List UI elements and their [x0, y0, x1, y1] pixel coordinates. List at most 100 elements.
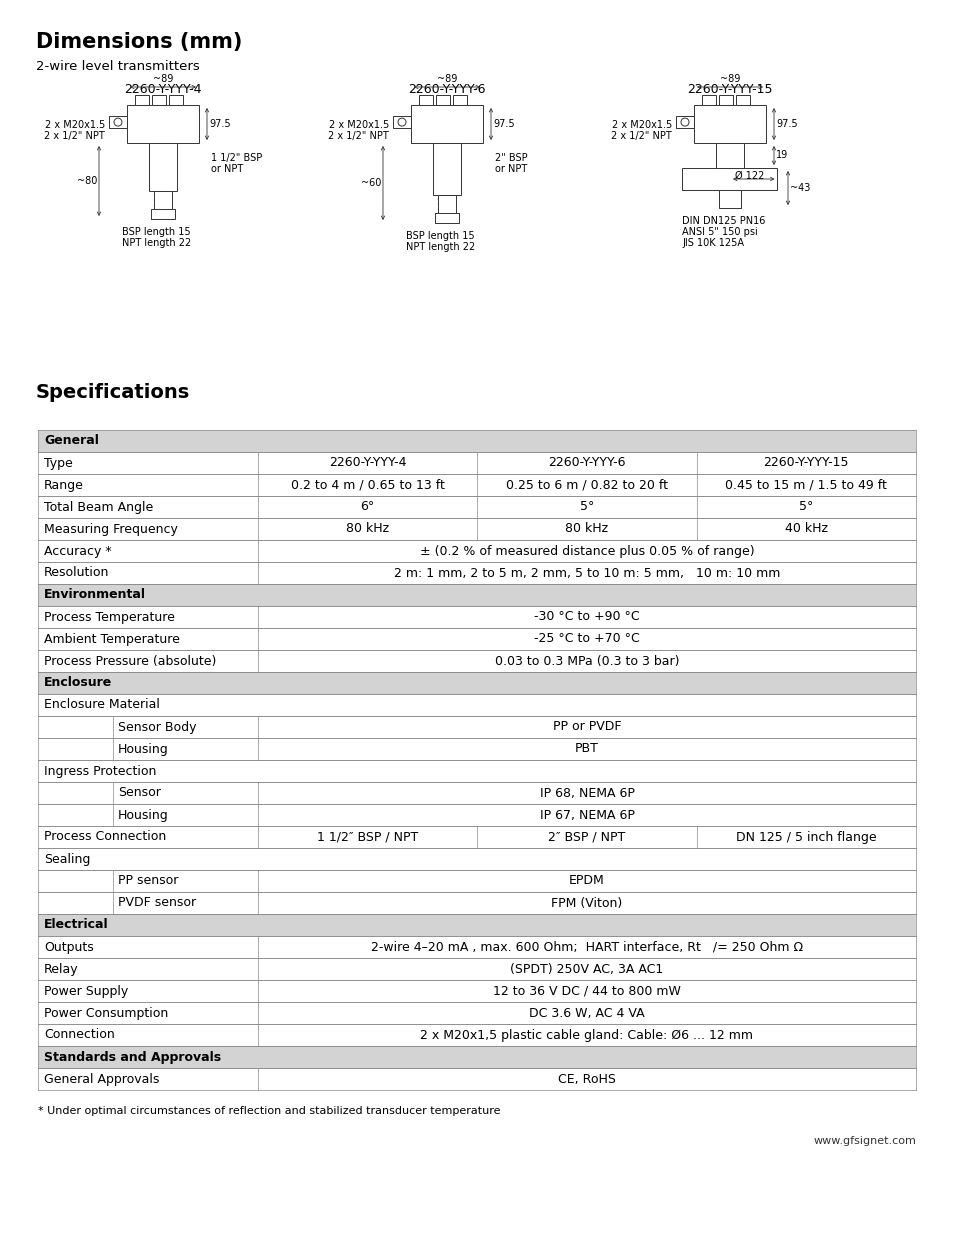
Bar — [453, 95, 467, 105]
Text: 2″ BSP / NPT: 2″ BSP / NPT — [548, 830, 625, 844]
Text: 2260-Y-YYY-4: 2260-Y-YYY-4 — [329, 457, 406, 469]
Text: 2 x M20x1.5: 2 x M20x1.5 — [329, 120, 389, 130]
Text: -30 °C to +90 °C: -30 °C to +90 °C — [534, 610, 639, 624]
Text: ~43: ~43 — [789, 183, 809, 193]
Text: Ingress Protection: Ingress Protection — [44, 764, 156, 778]
Text: ± (0.2 % of measured distance plus 0.05 % of range): ± (0.2 % of measured distance plus 0.05 … — [419, 545, 754, 557]
Bar — [681, 168, 777, 190]
Text: BSP length 15: BSP length 15 — [122, 227, 191, 237]
Text: Sensor Body: Sensor Body — [118, 720, 196, 734]
Bar — [38, 1068, 915, 1091]
Bar — [38, 606, 915, 629]
Text: 2 x M20x1.5: 2 x M20x1.5 — [611, 120, 671, 130]
Text: Power Supply: Power Supply — [44, 984, 128, 998]
Bar — [693, 105, 765, 143]
Text: 2 x 1/2" NPT: 2 x 1/2" NPT — [611, 131, 671, 141]
Text: 2260-Y-YYY-15: 2260-Y-YYY-15 — [686, 83, 772, 96]
Text: ~89: ~89 — [436, 74, 456, 84]
Text: Enclosure: Enclosure — [44, 677, 112, 689]
Text: 5°: 5° — [579, 500, 594, 514]
Text: Accuracy *: Accuracy * — [44, 545, 112, 557]
Text: Specifications: Specifications — [36, 383, 190, 403]
Text: 2" BSP: 2" BSP — [495, 153, 527, 163]
Text: NPT length 22: NPT length 22 — [122, 238, 191, 248]
Bar — [38, 739, 915, 760]
Bar — [153, 191, 172, 209]
Text: 2260-Y-YYY-4: 2260-Y-YYY-4 — [124, 83, 201, 96]
Text: Ø 122: Ø 122 — [734, 170, 763, 182]
Bar — [418, 95, 433, 105]
Text: Outputs: Outputs — [44, 941, 93, 953]
Text: 2260-Y-YYY-6: 2260-Y-YYY-6 — [408, 83, 485, 96]
Bar — [38, 496, 915, 517]
Text: JIS 10K 125A: JIS 10K 125A — [681, 238, 743, 248]
Text: PBT: PBT — [575, 742, 598, 756]
Bar — [38, 1046, 915, 1068]
Bar — [38, 474, 915, 496]
Text: 97.5: 97.5 — [209, 119, 231, 128]
Text: www.gfsignet.com: www.gfsignet.com — [812, 1136, 915, 1146]
Bar — [38, 1024, 915, 1046]
Bar — [38, 869, 915, 892]
Bar — [437, 195, 456, 212]
Bar — [135, 95, 149, 105]
Text: 80 kHz: 80 kHz — [346, 522, 389, 536]
Text: ~89: ~89 — [720, 74, 740, 84]
Text: Ambient Temperature: Ambient Temperature — [44, 632, 180, 646]
Text: DIN DN125 PN16: DIN DN125 PN16 — [681, 216, 765, 226]
Text: 0.45 to 15 m / 1.5 to 49 ft: 0.45 to 15 m / 1.5 to 49 ft — [724, 478, 886, 492]
Text: 80 kHz: 80 kHz — [565, 522, 608, 536]
Bar — [38, 694, 915, 716]
Bar — [38, 760, 915, 782]
Text: ~80: ~80 — [76, 177, 97, 186]
Text: Total Beam Angle: Total Beam Angle — [44, 500, 153, 514]
Bar — [38, 892, 915, 914]
Circle shape — [113, 119, 122, 126]
Bar — [38, 1002, 915, 1024]
Text: 6°: 6° — [360, 500, 375, 514]
Bar — [127, 105, 199, 143]
Text: Environmental: Environmental — [44, 589, 146, 601]
Text: 0.25 to 6 m / 0.82 to 20 ft: 0.25 to 6 m / 0.82 to 20 ft — [505, 478, 667, 492]
Text: 40 kHz: 40 kHz — [784, 522, 827, 536]
Bar — [38, 936, 915, 958]
Bar — [152, 95, 166, 105]
Text: DN 125 / 5 inch flange: DN 125 / 5 inch flange — [736, 830, 876, 844]
Bar — [38, 650, 915, 672]
Bar — [109, 116, 127, 128]
Bar — [38, 914, 915, 936]
Text: Process Connection: Process Connection — [44, 830, 166, 844]
Text: EPDM: EPDM — [569, 874, 604, 888]
Text: Standards and Approvals: Standards and Approvals — [44, 1051, 221, 1063]
Text: or NPT: or NPT — [211, 164, 243, 174]
Text: Housing: Housing — [118, 742, 169, 756]
Text: * Under optimal circumstances of reflection and stabilized transducer temperatur: * Under optimal circumstances of reflect… — [38, 1107, 500, 1116]
Text: 97.5: 97.5 — [493, 119, 514, 128]
Circle shape — [680, 119, 688, 126]
Text: 1 1/2" BSP: 1 1/2" BSP — [211, 153, 262, 163]
Text: 2-wire level transmitters: 2-wire level transmitters — [36, 61, 199, 73]
Bar — [38, 430, 915, 452]
Bar — [436, 95, 450, 105]
Text: 2260-Y-YYY-15: 2260-Y-YYY-15 — [762, 457, 848, 469]
Bar — [169, 95, 183, 105]
Bar — [676, 116, 693, 128]
Bar — [151, 209, 174, 219]
Text: Housing: Housing — [118, 809, 169, 821]
Bar — [433, 143, 460, 195]
Text: DC 3.6 W, AC 4 VA: DC 3.6 W, AC 4 VA — [529, 1007, 644, 1020]
Text: Range: Range — [44, 478, 84, 492]
Bar — [38, 517, 915, 540]
Text: 2 x 1/2" NPT: 2 x 1/2" NPT — [44, 131, 105, 141]
Bar — [38, 540, 915, 562]
Text: 0.03 to 0.3 MPa (0.3 to 3 bar): 0.03 to 0.3 MPa (0.3 to 3 bar) — [495, 655, 679, 667]
Text: 2 m: 1 mm, 2 to 5 m, 2 mm, 5 to 10 m: 5 mm,   10 m: 10 mm: 2 m: 1 mm, 2 to 5 m, 2 mm, 5 to 10 m: 5 … — [394, 567, 780, 579]
Text: Resolution: Resolution — [44, 567, 110, 579]
Text: BSP length 15: BSP length 15 — [406, 231, 475, 241]
Text: 19: 19 — [775, 151, 787, 161]
Bar — [735, 95, 749, 105]
Text: Sensor: Sensor — [118, 787, 161, 799]
Bar — [38, 826, 915, 848]
Text: Type: Type — [44, 457, 72, 469]
Bar — [38, 804, 915, 826]
